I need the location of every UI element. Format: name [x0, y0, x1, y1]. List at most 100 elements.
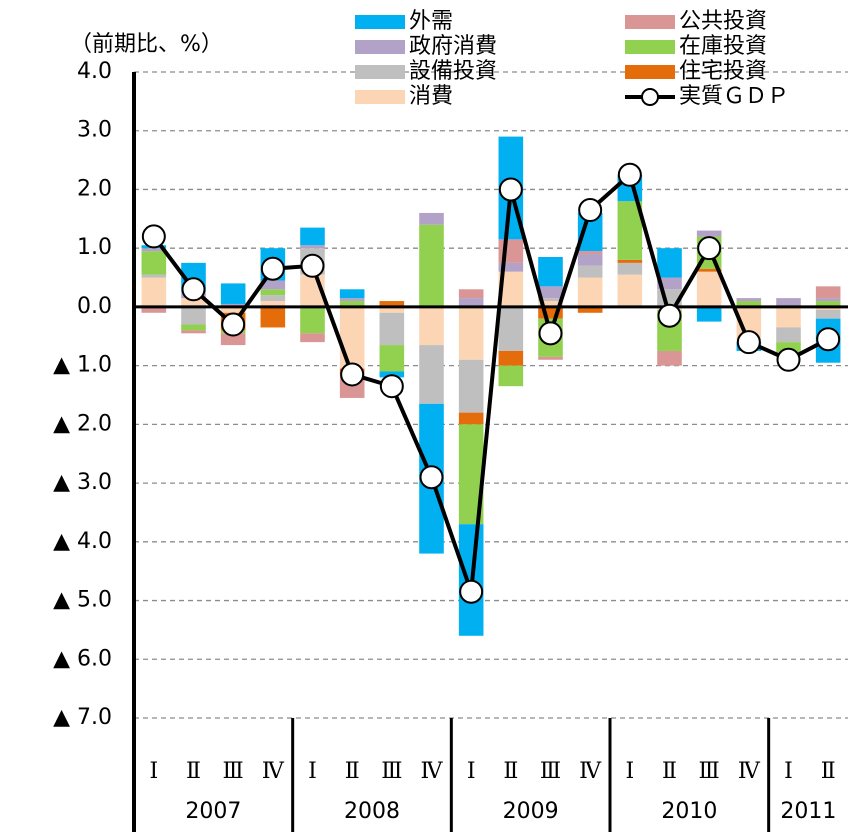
gdp-marker: [419, 465, 444, 490]
legend-label: 消費: [409, 84, 453, 109]
x-tick-label: Ⅰ: [625, 759, 634, 784]
bar-segment: [577, 254, 603, 266]
y-tick-label: ▲ 7.0: [53, 705, 112, 730]
legend-swatch: [625, 65, 675, 79]
legend-label: 在庫投資: [679, 34, 767, 59]
bar-segment: [498, 262, 524, 272]
bar-segment: [815, 309, 841, 319]
legend-swatch: [355, 65, 405, 79]
y-tick-label: 0.0: [77, 294, 112, 319]
y-axis-label: （前期比、%）: [70, 32, 223, 57]
legend-swatch: [355, 40, 405, 54]
gdp-marker: [776, 347, 801, 372]
bar-segment: [776, 306, 801, 328]
gdp-marker: [538, 321, 563, 346]
bar-segment: [617, 259, 643, 263]
x-tick-label: Ⅱ: [821, 759, 836, 784]
year-label: 2010: [661, 799, 717, 824]
bar-segment: [339, 289, 365, 299]
y-tick-label: 4.0: [77, 59, 112, 84]
bar-segment: [181, 298, 206, 307]
bar-segment: [379, 312, 405, 346]
bar-segment: [577, 306, 603, 313]
bar-segment: [181, 306, 206, 325]
gdp-marker: [459, 579, 484, 604]
bar-segment: [736, 301, 762, 307]
bar-segment: [577, 265, 603, 278]
bar-segment: [181, 330, 206, 334]
bar-segment: [538, 286, 563, 299]
legend-label: 実質ＧＤＰ: [679, 84, 789, 109]
x-tick-label: Ⅰ: [784, 759, 793, 784]
x-tick-label: Ⅳ: [262, 759, 285, 784]
bar-segment: [815, 298, 841, 302]
bar-segment: [300, 245, 325, 249]
x-tick-label: Ⅰ: [467, 759, 476, 784]
bar-segment: [300, 333, 325, 343]
bar-segment: [577, 277, 603, 307]
year-label: 2011: [780, 799, 836, 824]
bar-segment: [815, 286, 841, 299]
bar-segment: [379, 345, 405, 372]
bar-segment: [181, 324, 206, 331]
gdp-marker: [181, 277, 206, 302]
legend-swatch: [355, 15, 405, 29]
bar-segment: [736, 298, 762, 302]
bar-segment: [220, 283, 246, 304]
gdp-marker: [617, 162, 642, 187]
bar-segment: [538, 356, 563, 360]
legend-label: 外需: [409, 9, 453, 34]
gdp-marker: [736, 330, 761, 355]
legend-label: 政府消費: [409, 34, 497, 59]
bar-segment: [538, 298, 563, 302]
x-tick-label: Ⅱ: [345, 759, 360, 784]
bar-segment: [419, 212, 444, 225]
gdp-marker: [657, 303, 682, 328]
y-tick-label: ▲ 6.0: [53, 646, 112, 671]
gdp-marker: [379, 374, 404, 399]
bar-segment: [498, 365, 524, 387]
x-tick-label: Ⅱ: [503, 759, 518, 784]
x-tick-label: Ⅱ: [186, 759, 201, 784]
x-tick-label: Ⅲ: [381, 759, 402, 784]
bar-segment: [260, 295, 286, 302]
bar-segment: [458, 306, 484, 360]
y-tick-label: ▲ 3.0: [53, 470, 112, 495]
y-tick-label: 1.0: [77, 235, 112, 260]
bar-segment: [815, 301, 841, 307]
y-tick-label: ▲ 2.0: [53, 411, 112, 436]
gdp-marker: [260, 256, 285, 281]
bar-segment: [141, 248, 167, 252]
legend-label: 住宅投資: [679, 59, 767, 84]
bar-segment: [339, 301, 365, 307]
x-tick-label: Ⅲ: [540, 759, 561, 784]
bar-segment: [339, 298, 365, 302]
legend-label: 設備投資: [409, 59, 497, 84]
y-tick-label: 3.0: [77, 118, 112, 143]
bar-segment: [141, 277, 167, 307]
legend-swatch: [355, 90, 405, 104]
bar-segment: [300, 227, 325, 246]
x-tick-label: Ⅳ: [579, 759, 602, 784]
gdp-marker: [498, 177, 523, 202]
gdp-marker: [578, 198, 603, 223]
legend-swatch: [625, 40, 675, 54]
bar-segment: [538, 301, 563, 307]
bar-segment: [300, 306, 325, 334]
bar-segment: [141, 306, 167, 313]
gdp-marker: [340, 362, 365, 387]
legend-swatch: [625, 15, 675, 29]
legend-label: 公共投資: [679, 9, 767, 34]
gdp-marker: [816, 327, 841, 352]
bar-segment: [776, 298, 801, 307]
x-tick-label: Ⅳ: [421, 759, 444, 784]
bar-segment: [419, 224, 444, 307]
bar-segment: [220, 306, 246, 313]
year-label: 2007: [185, 799, 241, 824]
bar-segment: [260, 306, 286, 328]
bar-segment: [696, 306, 722, 322]
bar-segment: [776, 327, 801, 343]
x-tick-label: Ⅲ: [223, 759, 244, 784]
gdp-marker: [697, 236, 722, 261]
